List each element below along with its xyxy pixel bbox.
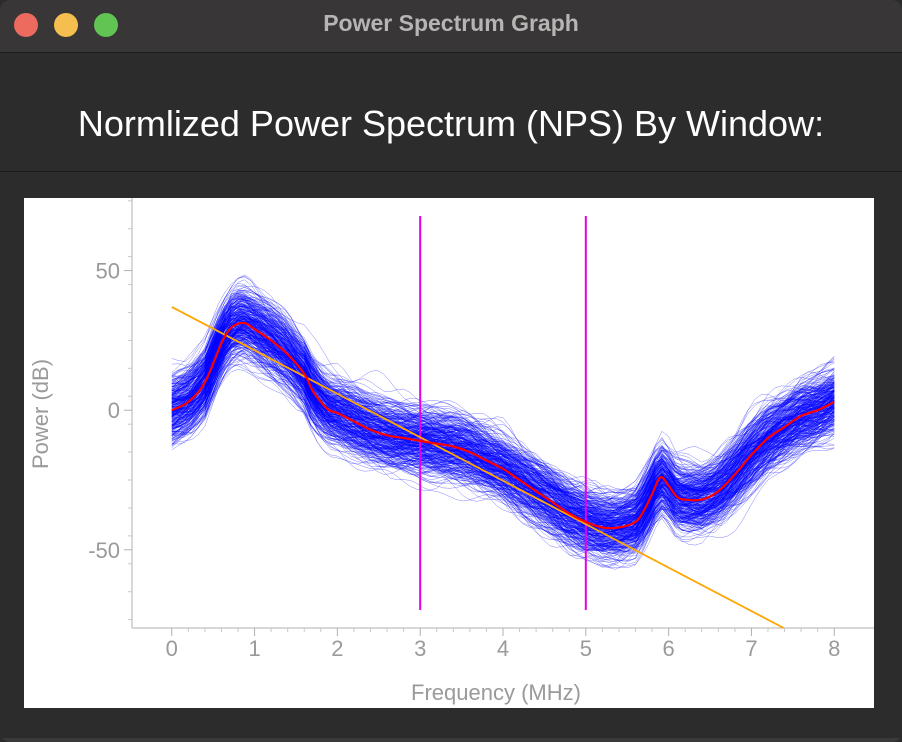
window-trace bbox=[171, 322, 835, 536]
window-trace bbox=[171, 364, 835, 551]
window-trace bbox=[171, 297, 835, 499]
window-trace bbox=[171, 355, 835, 551]
window-traces bbox=[171, 274, 835, 570]
y-tick-label: -50 bbox=[88, 538, 120, 563]
x-tick-label: 3 bbox=[414, 636, 426, 661]
window-trace bbox=[171, 289, 835, 495]
window-trace bbox=[171, 359, 835, 565]
window-trace bbox=[171, 356, 835, 556]
window-trace bbox=[171, 295, 835, 512]
x-tick-label: 2 bbox=[331, 636, 343, 661]
window-trace bbox=[171, 341, 835, 551]
window-trace bbox=[171, 283, 835, 501]
window-trace bbox=[171, 348, 835, 568]
window-trace bbox=[171, 296, 835, 529]
window-trace bbox=[171, 353, 835, 545]
window-trace bbox=[171, 338, 835, 542]
window-trace bbox=[171, 296, 835, 503]
x-tick-label: 5 bbox=[580, 636, 592, 661]
window-trace bbox=[171, 363, 835, 569]
window-trace bbox=[171, 354, 835, 555]
x-tick-label: 4 bbox=[497, 636, 509, 661]
window-trace bbox=[171, 316, 835, 528]
window-trace bbox=[171, 331, 835, 545]
x-tick-label: 7 bbox=[745, 636, 757, 661]
y-axis-label: Power (dB) bbox=[28, 359, 53, 469]
window-trace bbox=[171, 318, 835, 520]
title-bar[interactable]: Power Spectrum Graph bbox=[0, 0, 902, 53]
window-trace bbox=[171, 321, 835, 533]
window-trace bbox=[171, 311, 835, 514]
page-heading: Normlized Power Spectrum (NPS) By Window… bbox=[77, 103, 825, 144]
window-trace bbox=[171, 315, 835, 542]
window-trace bbox=[171, 290, 835, 508]
mean-spectrum-line bbox=[171, 321, 835, 530]
chart-overlays bbox=[171, 216, 835, 629]
window-trace bbox=[171, 320, 835, 523]
x-tick-label: 8 bbox=[828, 636, 840, 661]
window-trace bbox=[171, 355, 835, 559]
window-trace bbox=[171, 343, 835, 549]
window-trace bbox=[171, 328, 835, 548]
window-trace bbox=[171, 295, 835, 505]
plot-panel: 0 1 2 3 4 5 6 7 8 50 0 -50 Power (dB) Frequency (MH… bbox=[24, 198, 874, 708]
window-trace bbox=[171, 353, 835, 568]
y-tick-label: 0 bbox=[108, 398, 120, 423]
maximize-window-button[interactable] bbox=[94, 13, 118, 37]
heading-area: Normlized Power Spectrum (NPS) By Window… bbox=[0, 53, 902, 172]
window-bottom-edge bbox=[0, 738, 902, 742]
window-trace bbox=[171, 306, 835, 522]
linear-fit-line bbox=[171, 306, 785, 629]
minimize-window-button[interactable] bbox=[54, 13, 78, 37]
window-trace bbox=[171, 315, 835, 516]
window-trace bbox=[171, 274, 835, 493]
window-trace bbox=[171, 307, 835, 523]
window-trace bbox=[171, 302, 835, 516]
window-trace bbox=[171, 299, 835, 511]
x-tick-label: 1 bbox=[248, 636, 260, 661]
x-axis-label: Frequency (MHz) bbox=[411, 680, 581, 705]
x-tick-label: 6 bbox=[663, 636, 675, 661]
x-tick-label: 0 bbox=[166, 636, 178, 661]
close-window-button[interactable] bbox=[14, 13, 38, 37]
chart-axes: 0 1 2 3 4 5 6 7 8 50 0 -50 bbox=[88, 198, 874, 661]
power-spectrum-chart: 0 1 2 3 4 5 6 7 8 50 0 -50 Power (dB) Frequency (MH… bbox=[28, 198, 874, 705]
y-tick-label: 50 bbox=[96, 259, 120, 284]
window-title: Power Spectrum Graph bbox=[323, 10, 579, 36]
window-trace bbox=[171, 313, 835, 510]
